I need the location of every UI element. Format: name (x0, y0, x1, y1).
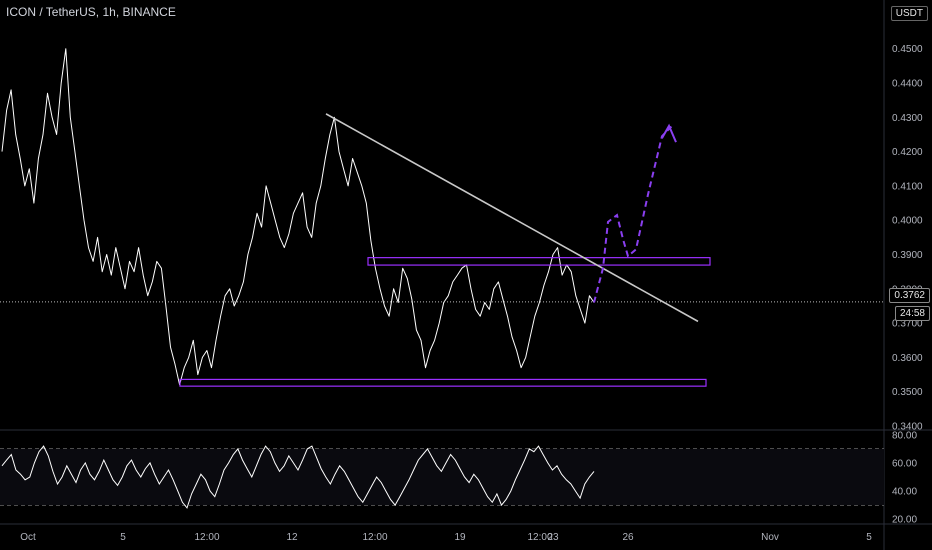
symbol-title[interactable]: ICON / TetherUS, 1h, BINANCE (6, 5, 176, 19)
rsi-tick-label: 80.00 (892, 430, 917, 441)
price-tick-label: 0.4000 (892, 216, 923, 227)
price-tick-label: 0.4100 (892, 181, 923, 192)
time-tick-label: 5 (866, 532, 872, 543)
time-tick-label: 12 (286, 532, 298, 543)
countdown-label: 24:58 (894, 306, 930, 321)
support-resistance-zone (367, 257, 711, 266)
rsi-series-line (1, 445, 595, 509)
last-price-label: 0.3762 (889, 288, 930, 303)
rsi-tick-label: 40.00 (892, 487, 917, 498)
price-tick-label: 0.4500 (892, 44, 923, 55)
time-tick-label: 23 (547, 532, 559, 543)
time-tick-label: 12:00 (527, 532, 552, 543)
time-tick-label: 26 (622, 532, 634, 543)
rsi-band (0, 448, 884, 506)
price-series-line (1, 48, 595, 386)
time-tick-label: 5 (120, 532, 126, 543)
rsi-tick-label: 20.00 (892, 515, 917, 526)
time-tick-label: 19 (454, 532, 466, 543)
time-tick-label: Nov (761, 532, 779, 543)
price-tick-label: 0.3900 (892, 250, 923, 261)
price-tick-label: 0.4400 (892, 79, 923, 90)
time-tick-label: 12:00 (362, 532, 387, 543)
price-tick-label: 0.3500 (892, 387, 923, 398)
price-tick-label: 0.4300 (892, 113, 923, 124)
rsi-tick-label: 60.00 (892, 458, 917, 469)
forecast-arrowhead (661, 123, 677, 143)
descending-trendline (325, 113, 699, 323)
currency-button[interactable]: USDT (890, 6, 928, 21)
time-tick-label: 12:00 (194, 532, 219, 543)
time-tick-label: Oct (20, 532, 36, 543)
forecast-path (593, 125, 673, 303)
price-tick-label: 0.3600 (892, 353, 923, 364)
price-tick-label: 0.3400 (892, 422, 923, 433)
price-tick-label: 0.4200 (892, 147, 923, 158)
price-tick-label: 0.3700 (892, 319, 923, 330)
support-resistance-zone (179, 378, 707, 387)
